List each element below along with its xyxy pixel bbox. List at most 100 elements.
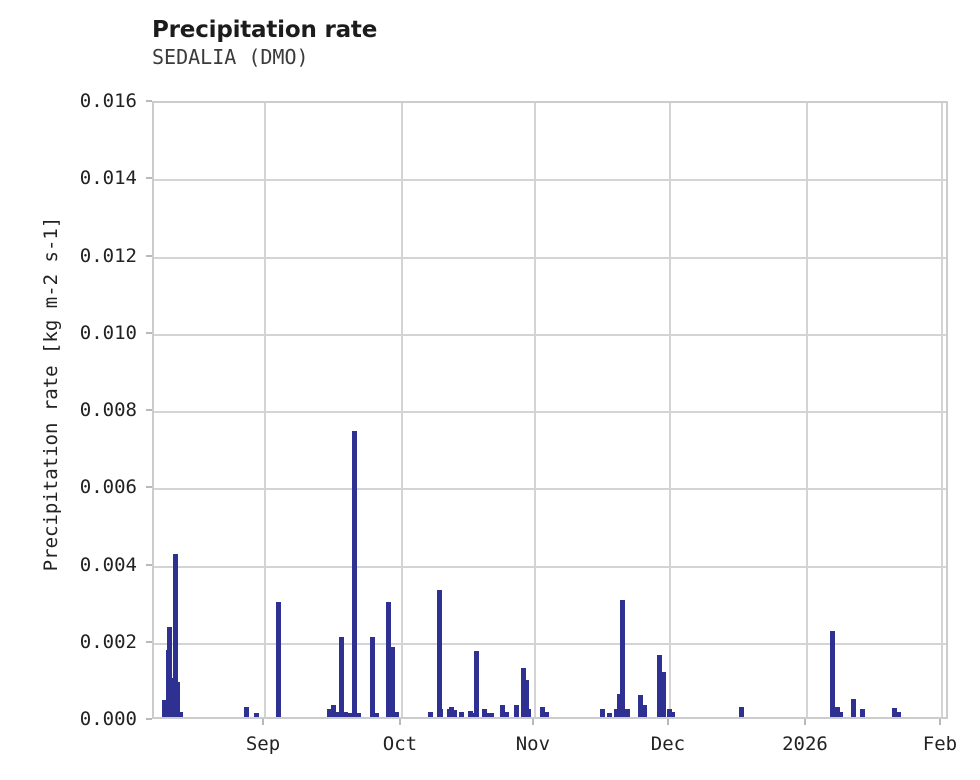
y-axis-tick-label: 0.012 (79, 244, 137, 267)
bar (330, 705, 336, 717)
bar (543, 711, 549, 717)
bar (253, 713, 259, 717)
x-axis-tick-label: Oct (382, 733, 418, 755)
bar (355, 712, 361, 717)
y-axis-tick-mark (146, 718, 152, 720)
gridline-horizontal (154, 488, 946, 491)
bar (830, 631, 836, 717)
bar (342, 711, 348, 717)
bar (523, 679, 529, 717)
gridline-horizontal (154, 256, 946, 259)
chart-title-block: Precipitation rate SEDALIA (DMO) (152, 16, 752, 70)
gridline-vertical (668, 103, 671, 717)
x-axis-tick-label: Nov (515, 733, 551, 755)
bar (451, 710, 457, 717)
bar (351, 431, 357, 717)
bar (539, 707, 545, 717)
y-axis-tick-mark (146, 409, 152, 411)
bar (619, 599, 625, 717)
bar (616, 693, 622, 717)
bar (520, 667, 526, 717)
bar (172, 554, 178, 717)
bar (606, 712, 612, 717)
bar (427, 711, 433, 717)
gridline-vertical (264, 103, 267, 717)
bar (641, 705, 647, 717)
gridline-horizontal (154, 642, 946, 645)
plot-area (152, 101, 948, 719)
bar (338, 636, 344, 717)
bar (637, 694, 643, 717)
y-axis-tick-mark (146, 254, 152, 257)
bar (660, 671, 666, 717)
bar (656, 655, 662, 717)
chart-title: Precipitation rate (152, 17, 378, 43)
y-axis-tick-label: 0.006 (79, 476, 137, 499)
y-axis-tick-label: 0.016 (79, 90, 137, 112)
bar (393, 712, 399, 717)
bar (385, 602, 391, 717)
gridline-horizontal (154, 565, 946, 568)
bar (167, 627, 173, 717)
x-axis-tick-label: 2026 (782, 733, 828, 755)
bar (503, 711, 509, 717)
bar (488, 712, 494, 717)
x-axis-tick-label: Dec (650, 733, 686, 755)
y-axis-tick-mark (146, 563, 152, 566)
x-axis-tick-mark (803, 719, 806, 725)
bar (499, 705, 505, 717)
bar (599, 709, 605, 717)
x-axis-tick-mark (398, 719, 401, 725)
x-axis-tick-mark (938, 719, 941, 725)
bar (895, 711, 901, 717)
bar (851, 699, 857, 717)
bar (892, 707, 898, 717)
y-axis-tick-label: 0.014 (79, 167, 137, 190)
bar (467, 710, 473, 717)
chart-subtitle-station: SEDALIA (DMO) (152, 45, 309, 69)
gridline-vertical (533, 103, 536, 717)
x-axis-tick-mark (531, 719, 534, 725)
bar (243, 706, 249, 717)
bar (666, 708, 672, 717)
bar (373, 713, 379, 717)
bar (174, 682, 180, 717)
gridline-vertical (805, 103, 808, 717)
bar (449, 706, 455, 717)
y-axis-tick-mark (146, 100, 152, 102)
gridline-vertical (400, 103, 403, 717)
gridline-horizontal (154, 179, 946, 182)
bar (162, 700, 168, 717)
y-axis-tick-label: 0.008 (79, 399, 137, 421)
bar (177, 711, 183, 717)
x-axis-tick-mark (666, 719, 669, 725)
bar (326, 708, 332, 717)
bar (860, 709, 866, 717)
bar (624, 709, 630, 717)
bar (525, 709, 531, 717)
x-axis-tick-mark (262, 719, 265, 725)
y-axis-tick-mark (146, 640, 152, 643)
y-axis-tick-label: 0.004 (79, 553, 137, 576)
y-axis-tick-mark (146, 331, 152, 334)
gridline-vertical (940, 103, 943, 717)
bar (346, 713, 352, 717)
bar (738, 707, 744, 717)
y-axis-tick-label: 0.002 (79, 630, 137, 653)
y-axis-tick-label: 0.010 (79, 321, 137, 344)
bar (835, 707, 841, 717)
bar (513, 705, 519, 717)
bar (436, 589, 442, 717)
bar (473, 651, 479, 717)
gridline-horizontal (154, 333, 946, 336)
bar (458, 712, 464, 717)
bar (389, 647, 395, 717)
y-axis-tick-mark (146, 486, 152, 489)
bar (481, 709, 487, 717)
y-axis-tick-mark (146, 177, 152, 180)
gridline-horizontal (154, 411, 946, 413)
bar (838, 712, 844, 717)
bar (275, 601, 281, 717)
bar (334, 711, 340, 717)
bar (613, 708, 619, 717)
